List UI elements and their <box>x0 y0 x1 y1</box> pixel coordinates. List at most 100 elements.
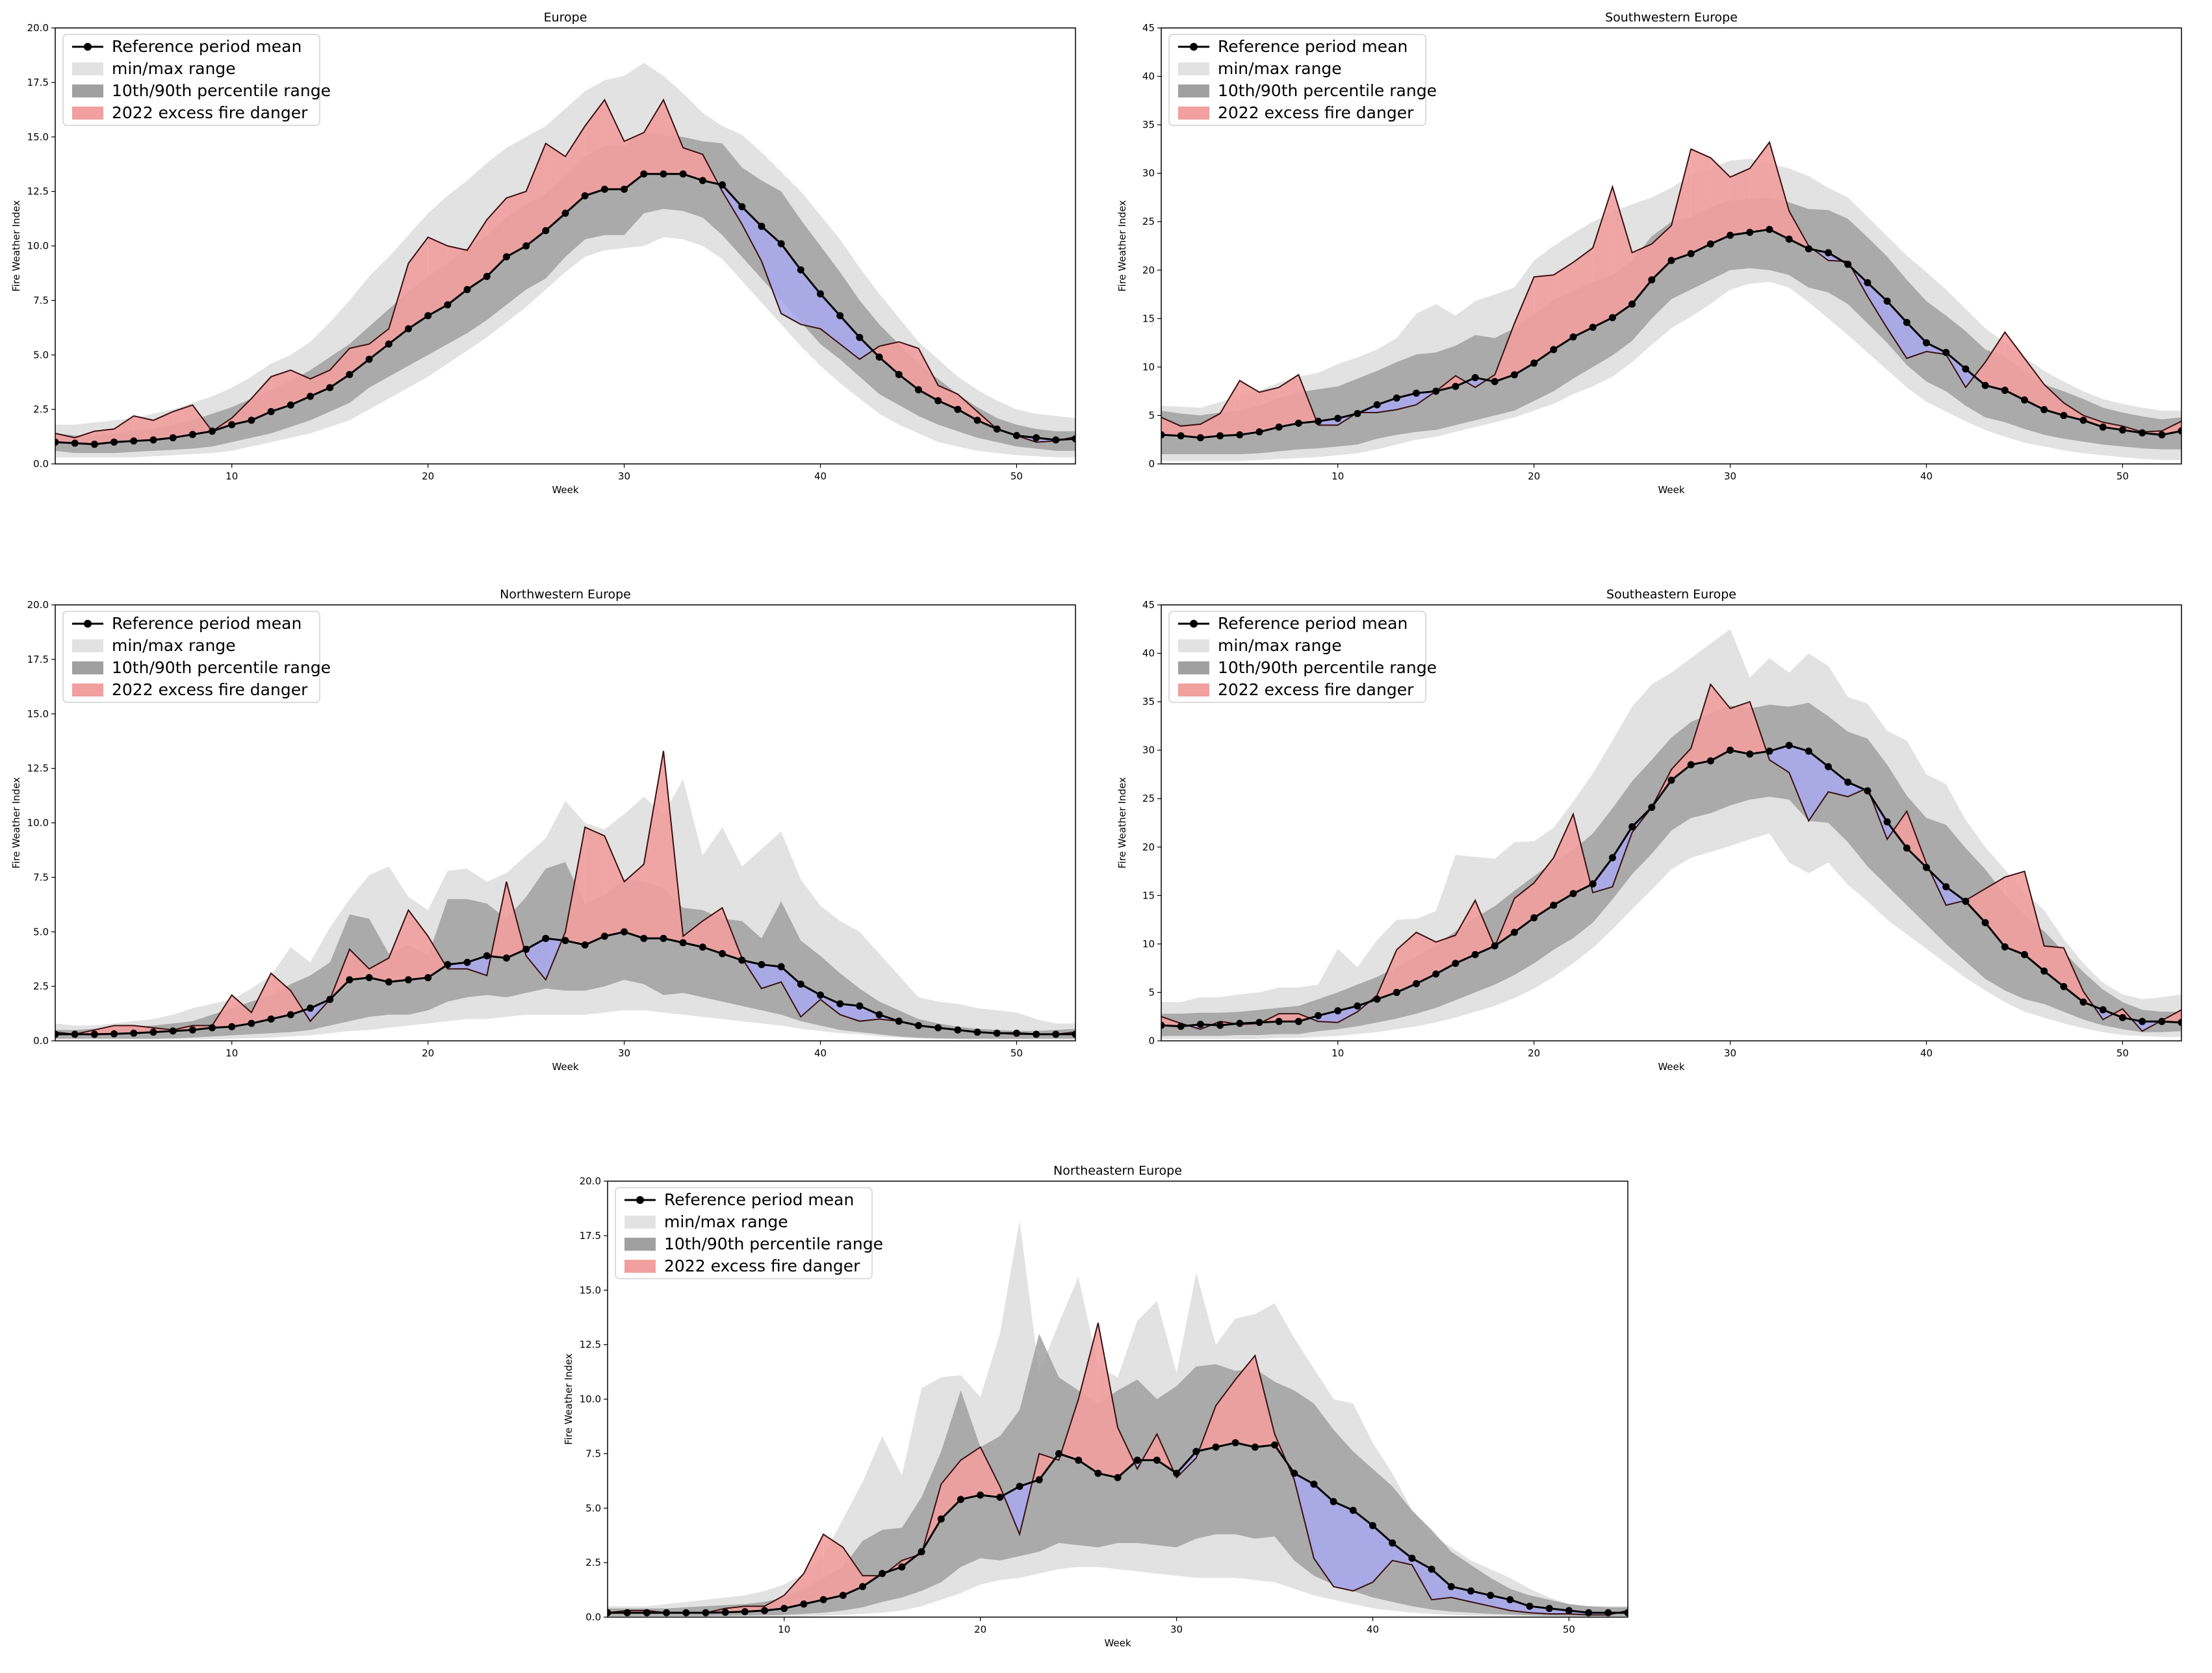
mean-point <box>1766 747 1773 755</box>
mean-point <box>1648 276 1656 284</box>
mean-point <box>2079 416 2087 424</box>
y-tick-label: 5.0 <box>585 1502 601 1514</box>
mean-point <box>836 312 844 320</box>
excess-segment <box>94 429 114 444</box>
mean-point <box>228 1023 236 1030</box>
deficit-segment <box>781 966 801 1017</box>
excess-segment <box>1098 1323 1118 1478</box>
legend-minmax-swatch <box>1178 62 1209 75</box>
excess-segment <box>271 973 291 1019</box>
plot-area <box>55 750 1075 1040</box>
mean-point <box>993 1029 1001 1037</box>
mean-point <box>1016 1483 1023 1490</box>
x-axis-label: Week <box>1658 1061 1684 1073</box>
y-tick-label: 20 <box>1142 264 1155 276</box>
legend-box <box>1168 611 1426 703</box>
legend-minmax-swatch <box>624 1216 656 1229</box>
mean-point <box>660 170 667 178</box>
mean-point <box>2099 1006 2107 1014</box>
y-tick-label: 20.0 <box>27 599 49 611</box>
mean-point <box>2001 943 2009 951</box>
mean-point <box>1354 1002 1361 1010</box>
y-tick-label: 10.0 <box>27 240 49 252</box>
plot-area <box>55 62 1075 457</box>
excess-segment <box>114 416 134 442</box>
mean-point <box>2099 423 2107 431</box>
excess-segment <box>349 344 370 375</box>
excess-segment <box>389 910 409 982</box>
mean-point <box>385 340 392 348</box>
mean-point <box>1825 249 1833 257</box>
mean-point <box>898 1563 906 1571</box>
mean-point <box>1648 804 1656 811</box>
excess-segment <box>565 125 585 214</box>
y-tick-label: 0.0 <box>33 458 49 470</box>
legend-excess-swatch <box>1178 107 1209 120</box>
mean-point <box>130 437 138 445</box>
mean-point <box>1294 419 1302 427</box>
excess-segment <box>1215 1379 1236 1448</box>
x-tick-label: 50 <box>2116 470 2129 482</box>
deficit-segment <box>761 226 782 314</box>
mean-point <box>1506 1596 1514 1603</box>
excess-segment <box>408 237 428 329</box>
mean-point <box>1334 415 1342 422</box>
x-tick-label: 50 <box>1563 1624 1575 1635</box>
excess-segment <box>173 405 193 438</box>
mean-point <box>1231 1439 1239 1447</box>
excess-segment <box>428 237 448 316</box>
mean-point <box>55 438 59 446</box>
y-tick-label: 25 <box>1142 793 1155 804</box>
excess-segment <box>1893 811 1907 849</box>
mean-point <box>248 1019 255 1027</box>
excess-segment <box>1235 1355 1255 1448</box>
mean-point <box>1413 980 1420 988</box>
excess-segment <box>447 246 468 305</box>
deficit-segment <box>1333 1501 1354 1591</box>
mean-point <box>918 1548 925 1555</box>
mean-point <box>522 945 530 953</box>
excess-segment <box>290 370 311 405</box>
mean-point <box>1334 1007 1342 1015</box>
mean-point <box>1349 1507 1357 1514</box>
mean-point <box>1161 431 1165 439</box>
excess-segment <box>823 1534 843 1600</box>
excess-segment <box>75 431 95 444</box>
mean-point <box>640 170 648 178</box>
excess-segment <box>251 376 272 420</box>
mean-point <box>1550 901 1558 909</box>
mean-point <box>1428 1565 1435 1573</box>
deficit-segment <box>1432 1569 1452 1600</box>
mean-point <box>702 1609 710 1616</box>
mean-point <box>483 952 491 960</box>
mean-point <box>1903 844 1910 852</box>
mean-point <box>1432 970 1440 978</box>
chart-southwestern-europe: 0 5 10 15 20 25 30 35 40 45 10 20 30 40 50 Southwestern… <box>1116 10 2182 496</box>
y-tick-label: 45 <box>1142 22 1155 34</box>
observed-2022-line <box>55 98 1075 443</box>
mean-point <box>937 1515 945 1523</box>
mean-point <box>1903 318 1910 326</box>
excess-segment <box>2044 945 2064 987</box>
excess-segment <box>585 827 605 945</box>
deficit-segment <box>447 962 468 969</box>
excess-segment <box>2103 422 2123 430</box>
y-tick-label: 10 <box>1142 361 1155 373</box>
y-tick-label: 12.5 <box>580 1339 601 1351</box>
mean-point <box>621 928 628 936</box>
mean-point <box>1883 818 1891 826</box>
mean-point <box>777 240 785 248</box>
deficit-segment <box>859 337 873 359</box>
y-tick-label: 7.5 <box>33 294 49 306</box>
mean-point <box>699 943 706 951</box>
mean-point <box>600 185 608 193</box>
mean-point <box>1012 431 1020 439</box>
y-tick-label: 2.5 <box>33 403 49 415</box>
excess-segment <box>506 191 526 257</box>
excess-segment <box>1220 380 1240 436</box>
excess-segment <box>1573 248 1593 337</box>
mean-point <box>2020 951 2028 958</box>
excess-segment <box>94 1025 114 1034</box>
mean-point <box>1628 823 1636 830</box>
mean-point <box>1923 339 1930 347</box>
